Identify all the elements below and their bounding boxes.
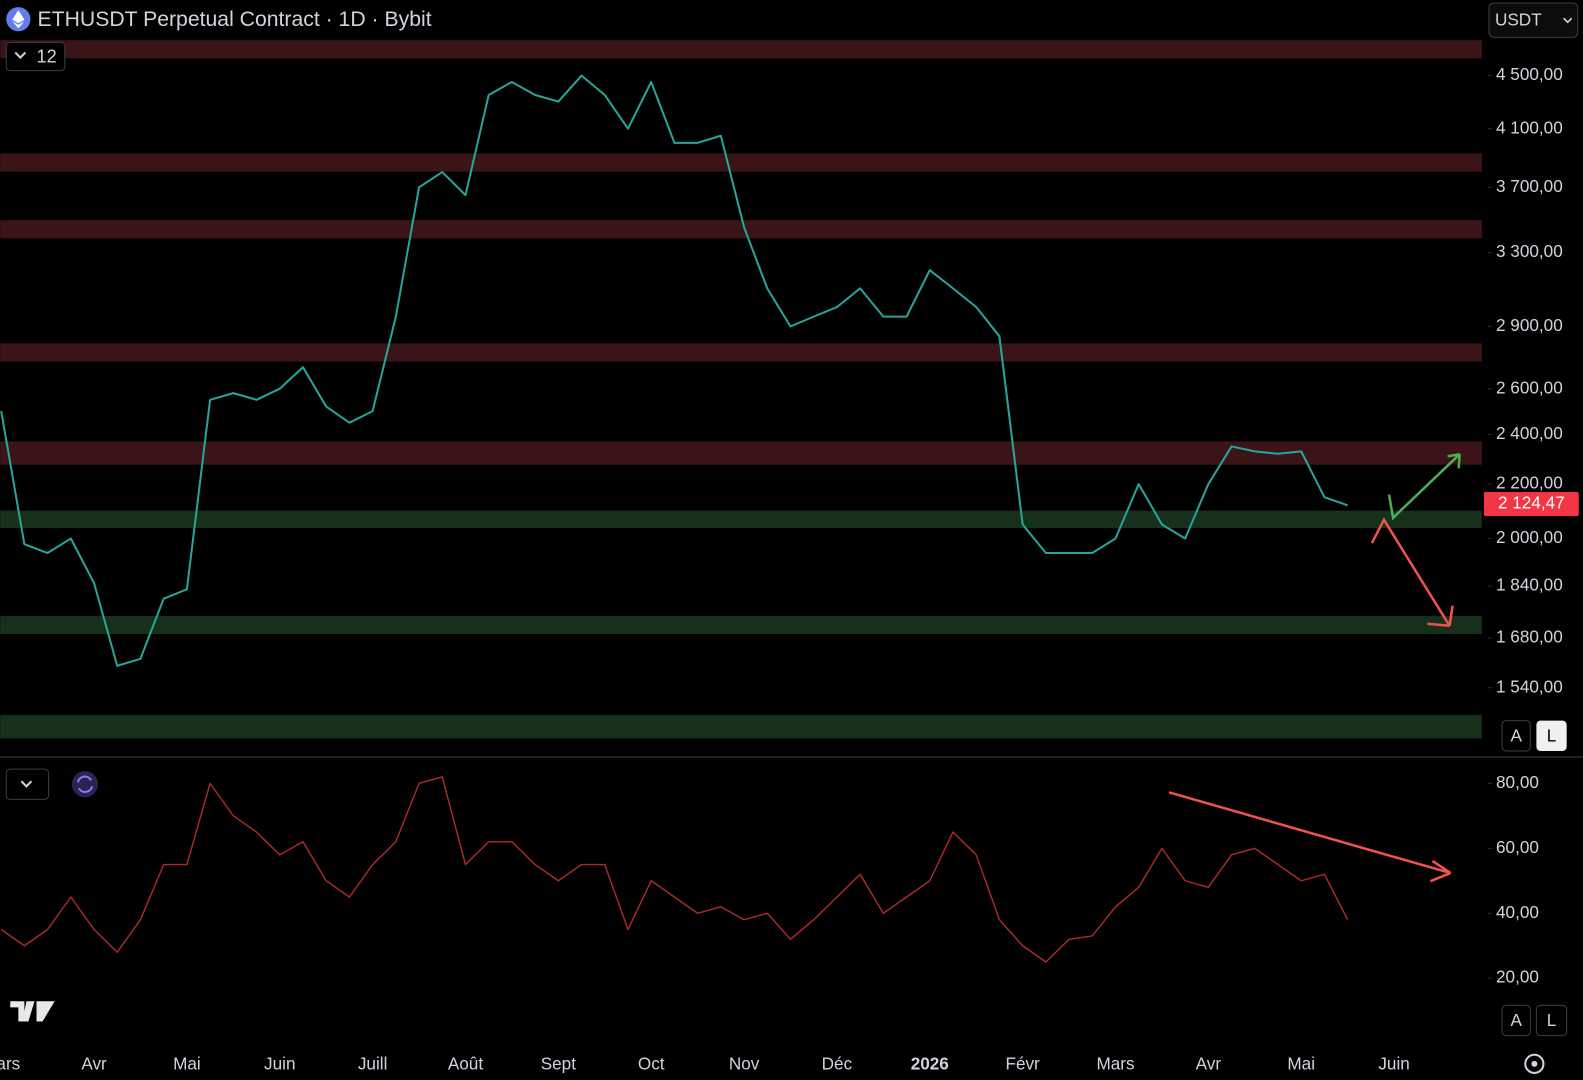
price-zone <box>0 441 1482 465</box>
indicator-count: 12 <box>37 46 57 66</box>
x-tick-label: Déc <box>822 1053 853 1073</box>
y-tick-label: 40,00 <box>1496 902 1539 922</box>
auto-scale-label: A <box>1510 725 1522 745</box>
log-scale-button[interactable] <box>1536 720 1567 751</box>
x-tick-label: Févr <box>1005 1053 1040 1073</box>
chevron <box>20 780 33 788</box>
y-tick-label: 2 400,00 <box>1496 423 1563 443</box>
y-tick-label: 80,00 <box>1496 772 1539 792</box>
bullish-arrow <box>1387 452 1461 521</box>
chart-title: ETHUSDT Perpetual Contract · 1D · Bybit <box>38 8 432 31</box>
x-tick-label: Juin <box>1378 1053 1409 1073</box>
price-zone <box>0 220 1482 239</box>
settings-icon[interactable] <box>1524 1053 1545 1074</box>
auto-scale-label: A <box>1510 1010 1522 1030</box>
indicator-toggle[interactable] <box>5 41 66 72</box>
series-line <box>0 74 1348 667</box>
y-tick-label: 1 840,00 <box>1496 575 1563 595</box>
x-tick-label: Mars <box>1096 1053 1134 1073</box>
currency-label: USDT <box>1495 10 1542 30</box>
eth-glyph <box>12 10 25 29</box>
x-tick-label: Mars <box>0 1053 20 1073</box>
series-line <box>0 776 1349 963</box>
x-tick-label: Mai <box>173 1053 201 1073</box>
x-tick-label: Juill <box>358 1053 388 1073</box>
log-scale-label: L <box>1547 1010 1557 1030</box>
divergence-arrow <box>1168 791 1452 883</box>
y-tick-label: 1 680,00 <box>1496 627 1563 647</box>
chevron <box>1563 17 1573 24</box>
x-tick-label: 2026 <box>911 1053 949 1073</box>
x-tick-label: Août <box>448 1053 483 1073</box>
price-zone <box>0 40 1482 59</box>
chevron <box>14 51 27 59</box>
y-tick-label: 2 600,00 <box>1496 377 1563 397</box>
price-zone <box>0 616 1482 634</box>
price-zone <box>0 343 1482 362</box>
y-tick-label: 60,00 <box>1496 837 1539 857</box>
y-tick-label: 20,00 <box>1496 967 1539 987</box>
y-tick-label: 4 100,00 <box>1496 117 1563 137</box>
x-tick-label: Oct <box>638 1053 665 1073</box>
refresh-button[interactable] <box>71 771 99 798</box>
price-zone <box>0 715 1482 739</box>
last-price-label: 2 124,47 <box>1498 493 1565 513</box>
price-zone <box>0 153 1482 172</box>
y-tick-label: 2 200,00 <box>1496 473 1563 493</box>
log-scale-label: L <box>1547 725 1557 745</box>
auto-scale-button[interactable] <box>1501 1004 1531 1037</box>
bearish-arrow <box>1370 517 1454 628</box>
y-tick-label: 3 300,00 <box>1496 241 1563 261</box>
x-tick-label: Avr <box>1196 1053 1222 1073</box>
last-price-tag <box>1483 491 1579 517</box>
y-tick-label: 2 900,00 <box>1496 315 1563 335</box>
y-tick-label: 3 700,00 <box>1496 176 1563 196</box>
settings-icon-core <box>1531 1060 1538 1067</box>
log-scale-button[interactable] <box>1535 1004 1568 1037</box>
x-tick-label: Juin <box>264 1053 295 1073</box>
x-tick-label: Nov <box>729 1053 760 1073</box>
y-tick-label: 1 540,00 <box>1496 676 1563 696</box>
auto-scale-button[interactable] <box>1501 720 1531 752</box>
x-tick-label: Avr <box>81 1053 107 1073</box>
x-tick-label: Mai <box>1287 1053 1315 1073</box>
y-tick-label: 4 500,00 <box>1496 64 1563 84</box>
refresh-icon <box>76 775 94 793</box>
y-tick-label: 2 000,00 <box>1496 527 1563 547</box>
x-tick-label: Sept <box>541 1053 576 1073</box>
currency-select[interactable] <box>1488 2 1579 38</box>
tradingview-logo <box>10 1001 55 1022</box>
price-zone <box>0 510 1482 529</box>
